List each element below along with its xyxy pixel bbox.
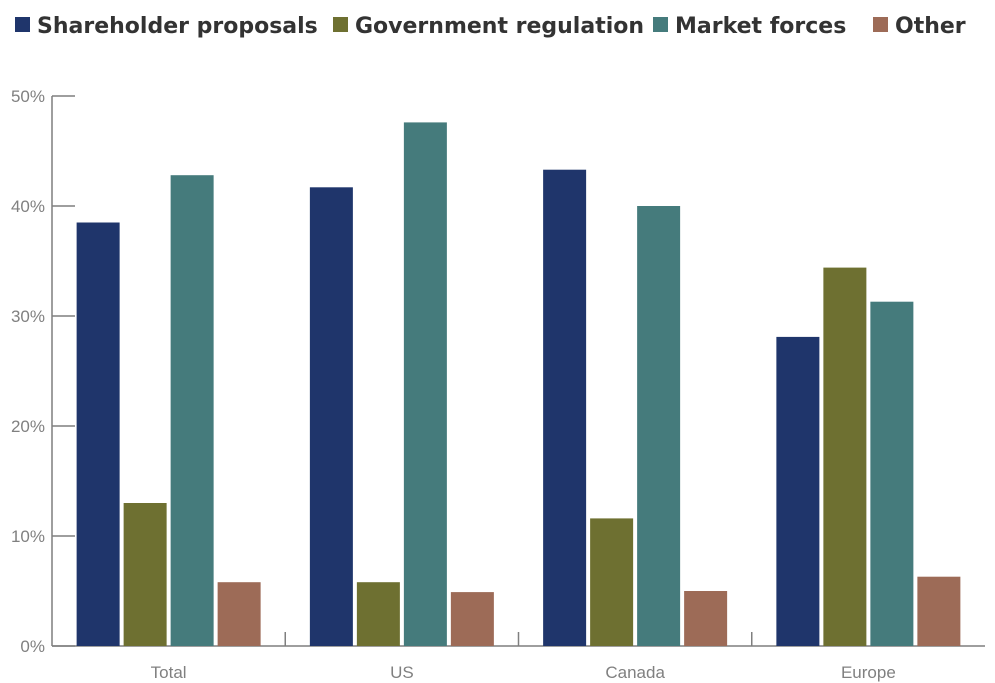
bar-shareholder-proposals (309, 187, 353, 647)
bar-group-us (309, 122, 494, 647)
bar-government-regulation (590, 518, 634, 646)
y-tick-label: 30% (11, 307, 45, 326)
bar-market-forces (170, 175, 214, 646)
bar-shareholder-proposals (76, 222, 120, 646)
bar-market-forces (637, 206, 681, 646)
bar-market-forces (870, 301, 914, 646)
legend-swatch (653, 17, 668, 32)
bar-other (684, 591, 728, 646)
legend-swatch (333, 17, 348, 32)
y-tick-label: 50% (11, 87, 45, 106)
x-tick-label: US (390, 663, 414, 682)
legend-item-market-forces: Market forces (653, 14, 846, 39)
y-tick-label: 10% (11, 527, 45, 546)
bar-group-europe (776, 267, 961, 646)
legend-item-other: Other (873, 14, 966, 39)
x-tick-label: Europe (841, 663, 896, 682)
y-tick-label: 40% (11, 197, 45, 216)
legend-label: Market forces (675, 14, 846, 39)
y-axis: 0% 10% 20% 30% 40% 50% (11, 87, 75, 656)
bar-shareholder-proposals (543, 169, 587, 646)
x-tick-label: Canada (605, 663, 665, 682)
legend-swatch (15, 17, 30, 32)
x-tick-label: Total (151, 663, 187, 682)
bar-other (450, 592, 494, 646)
bar-group-total (76, 175, 261, 646)
legend-swatch (873, 17, 888, 32)
bar-other (917, 576, 961, 646)
legend: Shareholder proposals Government regulati… (15, 14, 966, 39)
legend-item-shareholder-proposals: Shareholder proposals (15, 14, 318, 39)
bar-other (217, 582, 261, 646)
legend-item-government-regulation: Government regulation (333, 14, 644, 39)
legend-label: Government regulation (355, 14, 644, 39)
bar-government-regulation (123, 503, 167, 646)
bar-government-regulation (356, 582, 400, 646)
bar-group-canada (543, 169, 728, 646)
bar-shareholder-proposals (776, 336, 820, 646)
legend-label: Shareholder proposals (37, 14, 318, 39)
y-tick-label: 20% (11, 417, 45, 436)
bar-government-regulation (823, 267, 867, 646)
y-tick-label: 0% (20, 637, 45, 656)
bar-market-forces (403, 122, 447, 646)
legend-label: Other (895, 14, 966, 39)
bars (76, 122, 961, 647)
